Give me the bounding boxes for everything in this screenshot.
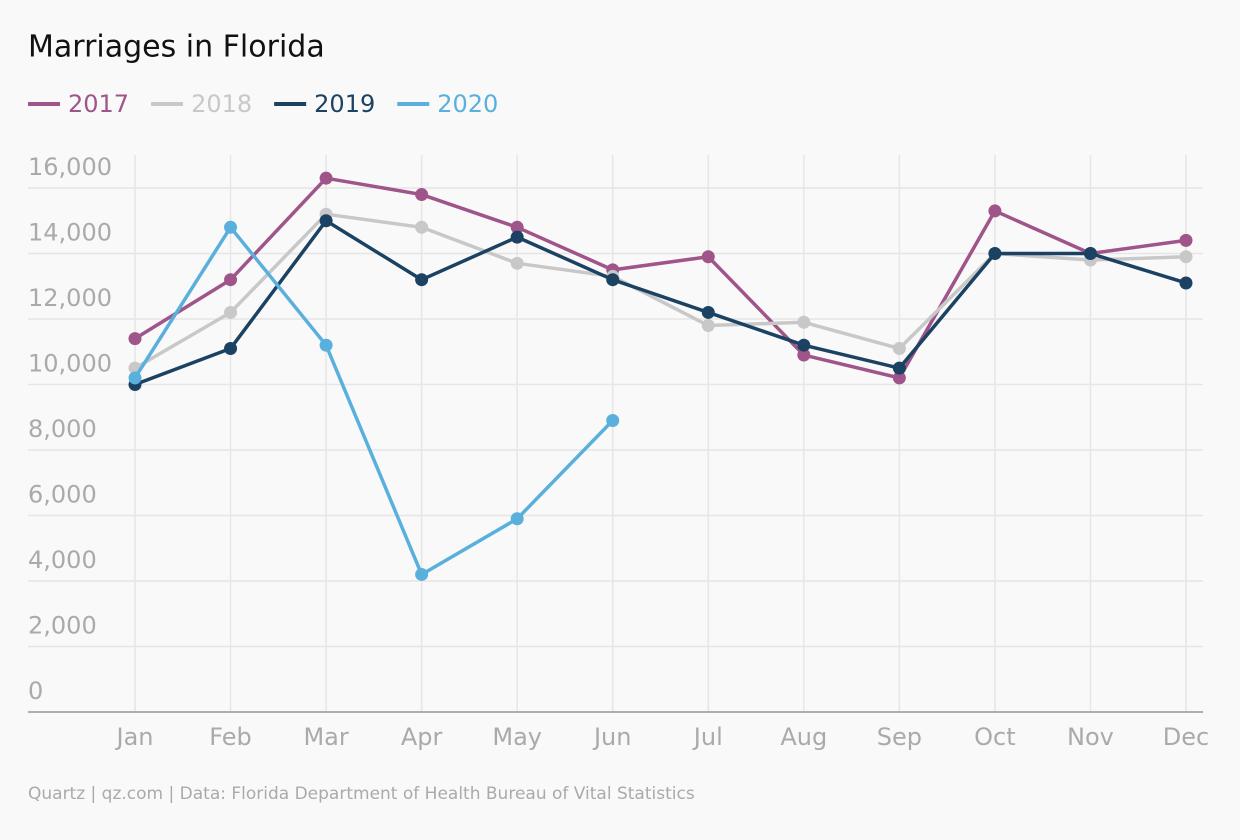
x-tick-label: May: [492, 723, 542, 751]
y-tick-label: 6,000: [28, 481, 97, 509]
series-line: [134, 219, 1187, 387]
data-point: [797, 348, 811, 362]
x-tick-label: Oct: [974, 723, 1016, 751]
y-tick-label: 14,000: [28, 219, 112, 247]
data-point: [701, 319, 715, 333]
data-point: [797, 338, 811, 352]
y-tick-label: 12,000: [28, 284, 112, 312]
data-point: [606, 414, 620, 428]
data-point: [510, 230, 524, 244]
legend-label: 2017: [68, 90, 129, 118]
data-point: [224, 305, 238, 319]
data-point: [1083, 247, 1097, 260]
y-tick-label: 16,000: [28, 153, 112, 181]
y-tick-label: 10,000: [28, 350, 112, 378]
data-point: [988, 204, 1002, 218]
data-point: [224, 341, 238, 355]
data-point: [224, 273, 238, 287]
data-point: [319, 338, 333, 352]
data-point: [224, 220, 238, 234]
data-point: [1179, 233, 1193, 247]
data-point: [988, 247, 1002, 260]
data-point: [1179, 250, 1193, 264]
data-point: [606, 273, 620, 287]
data-point: [701, 250, 715, 264]
x-tick-label: Jan: [115, 723, 154, 751]
data-point: [128, 371, 142, 385]
data-point: [510, 256, 524, 270]
legend-label: 2019: [314, 90, 375, 118]
legend-label: 2020: [437, 90, 498, 118]
x-tick-label: Mar: [303, 723, 348, 751]
x-tick-label: Jul: [692, 723, 723, 751]
y-tick-label: 8,000: [28, 415, 97, 443]
series-line: [134, 176, 1187, 380]
data-point: [128, 332, 142, 346]
data-point: [415, 273, 429, 287]
data-point: [415, 220, 429, 234]
x-tick-label: Aug: [780, 723, 827, 751]
data-point: [319, 214, 333, 228]
data-point: [892, 361, 906, 375]
data-point: [892, 371, 906, 385]
x-tick-label: Nov: [1067, 723, 1114, 751]
y-tick-label: 0: [28, 677, 43, 705]
data-point: [510, 220, 524, 234]
y-tick-label: 2,000: [28, 612, 97, 640]
data-point: [319, 171, 333, 185]
x-tick-label: Sep: [877, 723, 922, 751]
data-point: [1179, 276, 1193, 290]
y-tick-label: 4,000: [28, 546, 97, 574]
x-tick-label: Feb: [209, 723, 252, 751]
data-point: [510, 512, 524, 526]
series-line: [134, 212, 1187, 370]
data-point: [701, 305, 715, 319]
source: Quartz | qz.com | Data: Florida Departme…: [28, 784, 695, 804]
data-point: [797, 315, 811, 329]
x-tick-label: Jun: [592, 723, 632, 751]
legend-label: 2018: [191, 90, 252, 118]
x-tick-label: Apr: [401, 723, 443, 751]
x-tick-label: Dec: [1163, 723, 1209, 751]
data-point: [415, 188, 429, 202]
series-line: [133, 225, 614, 577]
chart-title: Marriages in Florida: [28, 30, 325, 65]
data-point: [415, 567, 429, 581]
data-point: [892, 341, 906, 355]
